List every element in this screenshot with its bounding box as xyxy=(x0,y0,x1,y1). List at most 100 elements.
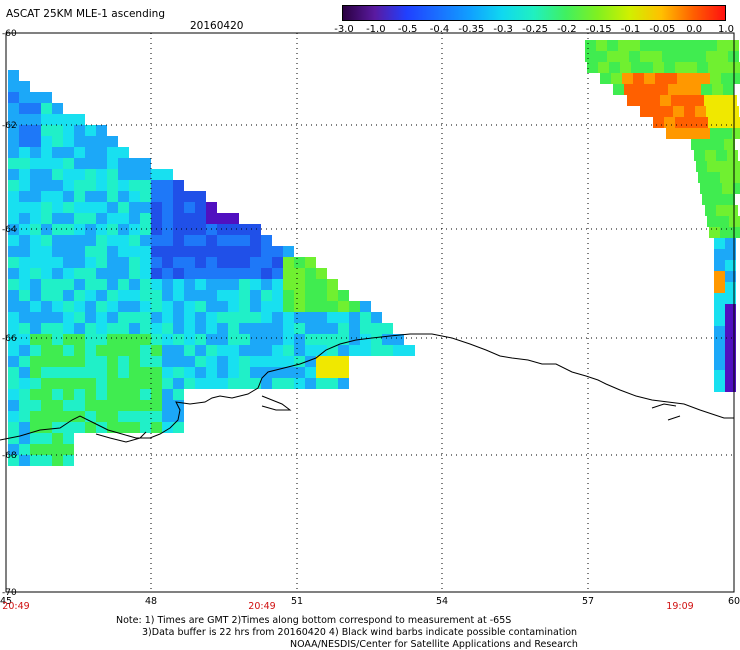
data-cell xyxy=(118,180,129,191)
data-cell xyxy=(714,370,725,381)
data-cell xyxy=(184,345,195,356)
data-cell xyxy=(732,73,740,84)
data-cell xyxy=(63,290,74,301)
data-cell xyxy=(52,334,63,345)
data-cell xyxy=(283,367,294,378)
data-cell xyxy=(731,172,740,183)
data-cell xyxy=(151,202,162,213)
data-cell xyxy=(74,378,85,389)
data-cell xyxy=(107,334,118,345)
data-cell xyxy=(30,345,41,356)
data-cell xyxy=(74,224,85,235)
data-cell xyxy=(162,180,173,191)
data-cell xyxy=(702,139,713,150)
data-cell xyxy=(85,334,96,345)
data-cell xyxy=(714,249,725,260)
data-cell xyxy=(717,40,728,51)
data-cell xyxy=(720,172,731,183)
data-cell xyxy=(261,323,272,334)
data-cell xyxy=(206,235,217,246)
data-cell xyxy=(118,345,129,356)
data-cell xyxy=(85,257,96,268)
lon-label: 51 xyxy=(291,596,303,607)
data-cell xyxy=(646,84,657,95)
data-cell xyxy=(338,367,349,378)
data-cell xyxy=(679,84,690,95)
data-cell xyxy=(118,301,129,312)
data-cell xyxy=(30,356,41,367)
data-cell xyxy=(52,444,63,455)
data-cell xyxy=(624,84,635,95)
data-cell xyxy=(118,290,129,301)
data-cell xyxy=(261,378,272,389)
data-cell xyxy=(700,183,711,194)
data-cell xyxy=(327,345,338,356)
data-cell xyxy=(19,169,30,180)
map-title: ASCAT 25KM MLE-1 ascending xyxy=(6,8,165,20)
data-cell xyxy=(107,268,118,279)
data-cell xyxy=(294,345,305,356)
data-cell xyxy=(8,400,19,411)
data-cell xyxy=(725,348,736,359)
data-cell xyxy=(250,334,261,345)
data-cell xyxy=(118,246,129,257)
data-cell xyxy=(151,345,162,356)
data-cell xyxy=(140,312,151,323)
data-cell xyxy=(63,114,74,125)
data-cell xyxy=(294,356,305,367)
data-cell xyxy=(688,73,699,84)
data-cell xyxy=(598,62,609,73)
data-cell xyxy=(30,312,41,323)
data-cell xyxy=(107,279,118,290)
data-cell xyxy=(85,125,96,136)
data-cell xyxy=(96,191,107,202)
data-cell xyxy=(74,334,85,345)
data-cell xyxy=(173,345,184,356)
time-label: 19:09 xyxy=(666,601,693,612)
data-cell xyxy=(107,136,118,147)
data-cell xyxy=(305,345,316,356)
data-cell xyxy=(19,191,30,202)
data-cell xyxy=(8,312,19,323)
data-cell xyxy=(129,180,140,191)
data-cell xyxy=(649,95,660,106)
data-cell xyxy=(653,62,664,73)
data-cell xyxy=(85,389,96,400)
data-cell xyxy=(151,279,162,290)
data-cell xyxy=(283,279,294,290)
data-cell xyxy=(41,136,52,147)
data-cell xyxy=(316,334,327,345)
data-cell xyxy=(118,257,129,268)
data-cell xyxy=(714,381,725,392)
data-cell xyxy=(228,224,239,235)
data-cell xyxy=(217,312,228,323)
data-cell xyxy=(151,257,162,268)
data-cell xyxy=(96,323,107,334)
data-cell xyxy=(30,389,41,400)
data-cell xyxy=(725,381,736,392)
data-cell xyxy=(19,433,30,444)
data-cell xyxy=(239,290,250,301)
data-cell xyxy=(8,356,19,367)
data-cell xyxy=(74,268,85,279)
data-cell xyxy=(206,367,217,378)
data-cell xyxy=(305,367,316,378)
data-cell xyxy=(294,323,305,334)
data-cell xyxy=(96,279,107,290)
data-cell xyxy=(173,367,184,378)
data-cell xyxy=(52,367,63,378)
data-cell xyxy=(151,312,162,323)
data-cell xyxy=(118,323,129,334)
data-cell xyxy=(716,205,727,216)
data-cell xyxy=(184,246,195,257)
data-cell xyxy=(195,191,206,202)
data-cell xyxy=(63,246,74,257)
data-cell xyxy=(206,279,217,290)
data-cell xyxy=(697,62,708,73)
data-cell xyxy=(305,268,316,279)
data-cell xyxy=(96,136,107,147)
data-cell xyxy=(118,169,129,180)
data-cell xyxy=(19,92,30,103)
data-cell xyxy=(162,290,173,301)
data-cell xyxy=(85,169,96,180)
